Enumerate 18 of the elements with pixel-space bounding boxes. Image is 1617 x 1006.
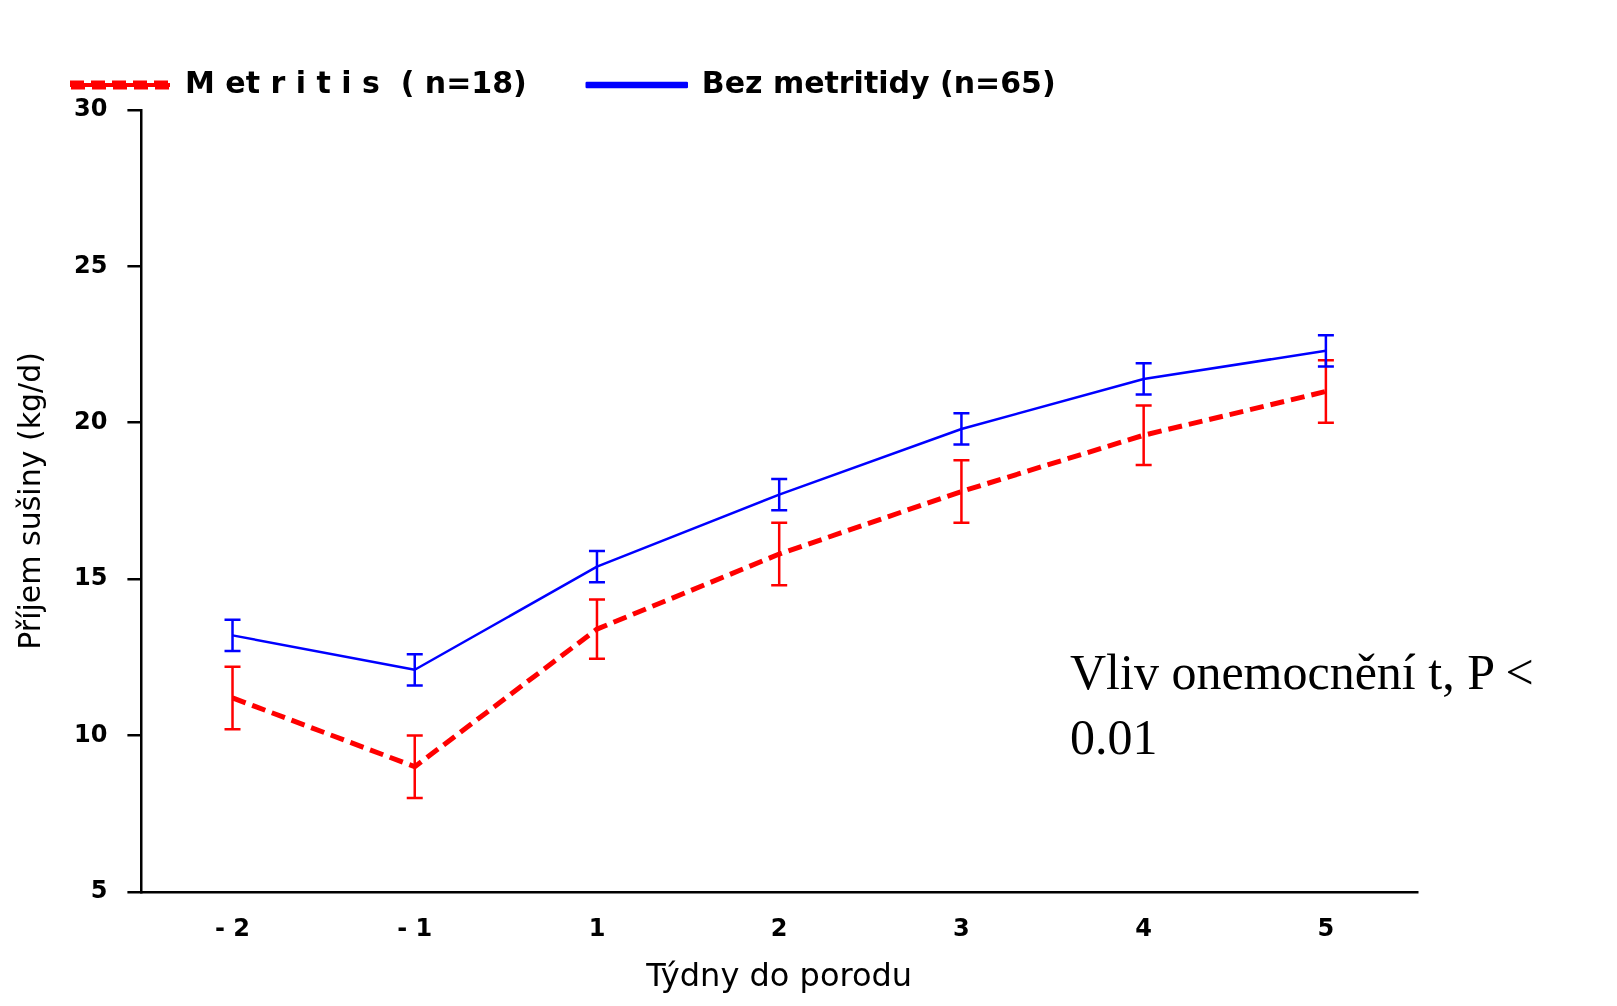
x-tick-label: 5 xyxy=(1317,914,1335,943)
legend-label: Bez metritidy (n=65) xyxy=(701,64,1056,100)
y-tick-label: 15 xyxy=(73,563,108,592)
annotation: Vliv onemocnění t, P < 0.01 xyxy=(1070,643,1535,767)
y-tick-label: 25 xyxy=(73,250,108,279)
x-tick-label: - 1 xyxy=(397,914,433,943)
x-axis-title: Týdny do porodu xyxy=(645,956,913,995)
y-tick-label: 30 xyxy=(73,94,108,123)
y-axis-title: Příjem sušiny (kg/d) xyxy=(11,352,47,650)
x-tick-label: 3 xyxy=(953,914,970,943)
y-tick-label: 5 xyxy=(90,876,108,905)
y-tick-label: 10 xyxy=(73,719,108,748)
x-tick-label: 2 xyxy=(770,914,788,943)
x-tick-label: - 2 xyxy=(215,914,251,943)
x-tick-label: 4 xyxy=(1135,914,1153,943)
y-tick-label: 20 xyxy=(73,406,108,435)
legend-label: M et r i t i s ( n=18) xyxy=(185,64,527,100)
x-tick-label: 1 xyxy=(588,914,606,943)
